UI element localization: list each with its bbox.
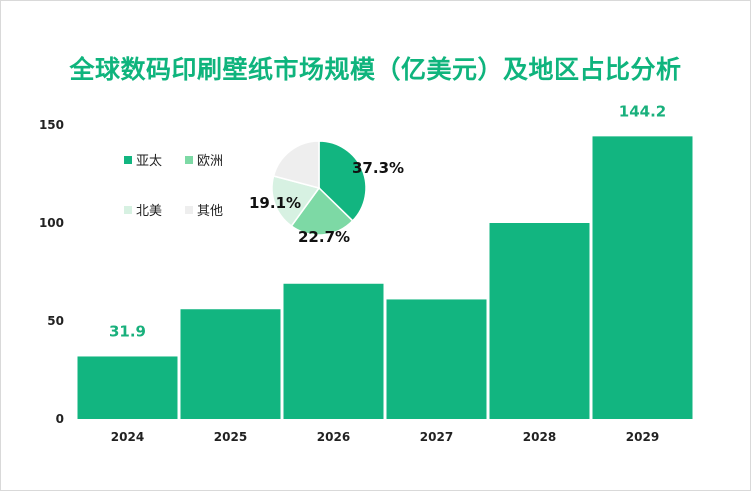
legend-swatch — [185, 156, 193, 164]
bar-series — [77, 136, 693, 420]
pie-label: 19.1% — [249, 194, 301, 212]
x-tick-label: 2026 — [317, 430, 350, 444]
y-tick-label: 100 — [39, 216, 64, 230]
legend-swatch — [124, 206, 132, 214]
data-labels: 31.9 144.2 — [109, 102, 666, 340]
pie-slice-3 — [271, 175, 321, 228]
bar-2024 — [77, 356, 178, 419]
bar-2029 — [592, 136, 693, 420]
x-tick-label: 2025 — [214, 430, 247, 444]
pie-label: 37.3% — [352, 159, 404, 177]
bar-2028 — [489, 223, 590, 419]
data-label-2029: 144.2 — [619, 102, 666, 120]
bar-2025 — [180, 309, 281, 419]
chart-title: 全球数码印刷壁纸市场规模（亿美元）及地区占比分析 — [69, 55, 682, 84]
pie-label: 22.7% — [298, 228, 350, 246]
y-tick-label: 0 — [56, 412, 64, 426]
data-label-2024: 31.9 — [109, 322, 146, 340]
bar-2026 — [283, 283, 384, 419]
x-tick-label: 2024 — [111, 430, 144, 444]
legend-label: 北美 — [136, 204, 162, 219]
legend-label: 亚太 — [136, 154, 162, 169]
y-tick-label: 50 — [47, 314, 64, 328]
pie-slice-4 — [272, 140, 320, 189]
bar-2027 — [386, 299, 487, 419]
x-tick-label: 2027 — [420, 430, 453, 444]
legend-label: 其他 — [197, 204, 223, 219]
x-tick-label: 2028 — [523, 430, 556, 444]
pie-slice-2 — [290, 186, 354, 236]
legend-swatch — [124, 156, 132, 164]
y-axis: 0 50 100 150 — [39, 118, 64, 426]
pie-slice-1 — [318, 140, 367, 222]
legend-swatch — [185, 206, 193, 214]
pie-chart: 37.3% 22.7% 19.1% — [249, 140, 404, 246]
x-tick-label: 2029 — [626, 430, 659, 444]
legend-label: 欧洲 — [197, 154, 223, 169]
y-tick-label: 150 — [39, 118, 64, 132]
x-axis: 2024 2025 2026 2027 2028 2029 — [111, 430, 659, 444]
